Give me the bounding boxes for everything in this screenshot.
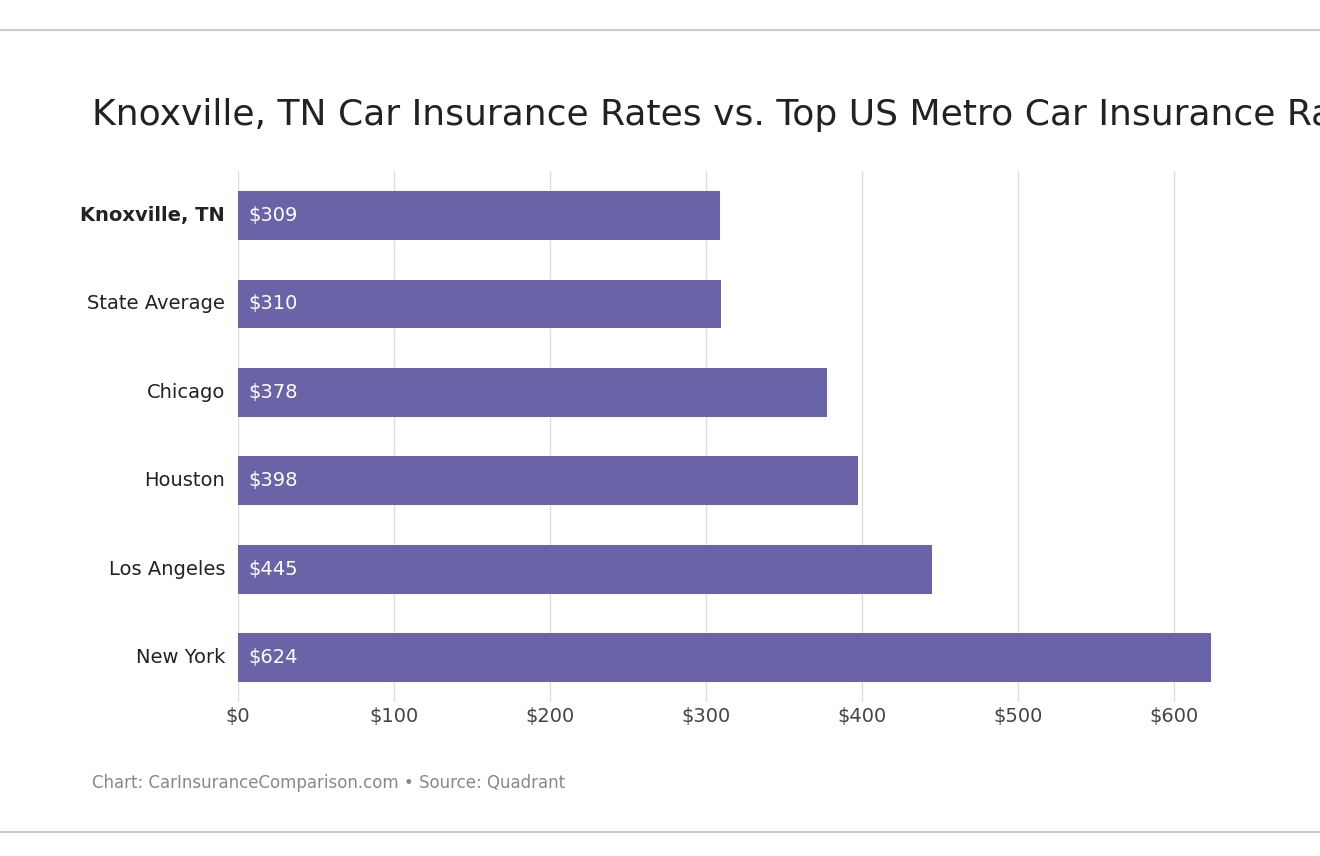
Text: $445: $445 <box>248 560 298 579</box>
Bar <box>238 280 721 328</box>
Bar <box>238 545 932 593</box>
Text: $398: $398 <box>248 472 298 490</box>
Text: Chicago: Chicago <box>147 383 226 401</box>
Text: Los Angeles: Los Angeles <box>108 560 226 579</box>
Text: Knoxville, TN: Knoxville, TN <box>81 206 226 225</box>
Bar <box>238 456 858 505</box>
Bar <box>238 633 1210 682</box>
Text: Chart: CarInsuranceComparison.com • Source: Quadrant: Chart: CarInsuranceComparison.com • Sour… <box>92 774 565 792</box>
Bar <box>238 368 828 417</box>
Text: $378: $378 <box>248 383 298 401</box>
Text: State Average: State Average <box>87 294 226 313</box>
Bar <box>238 191 719 240</box>
Text: Knoxville, TN Car Insurance Rates vs. Top US Metro Car Insurance Rates: Knoxville, TN Car Insurance Rates vs. To… <box>92 98 1320 133</box>
Text: Houston: Houston <box>144 472 226 490</box>
Text: $624: $624 <box>248 648 298 667</box>
Text: $309: $309 <box>248 206 298 225</box>
Text: New York: New York <box>136 648 226 667</box>
Text: $310: $310 <box>248 294 298 313</box>
